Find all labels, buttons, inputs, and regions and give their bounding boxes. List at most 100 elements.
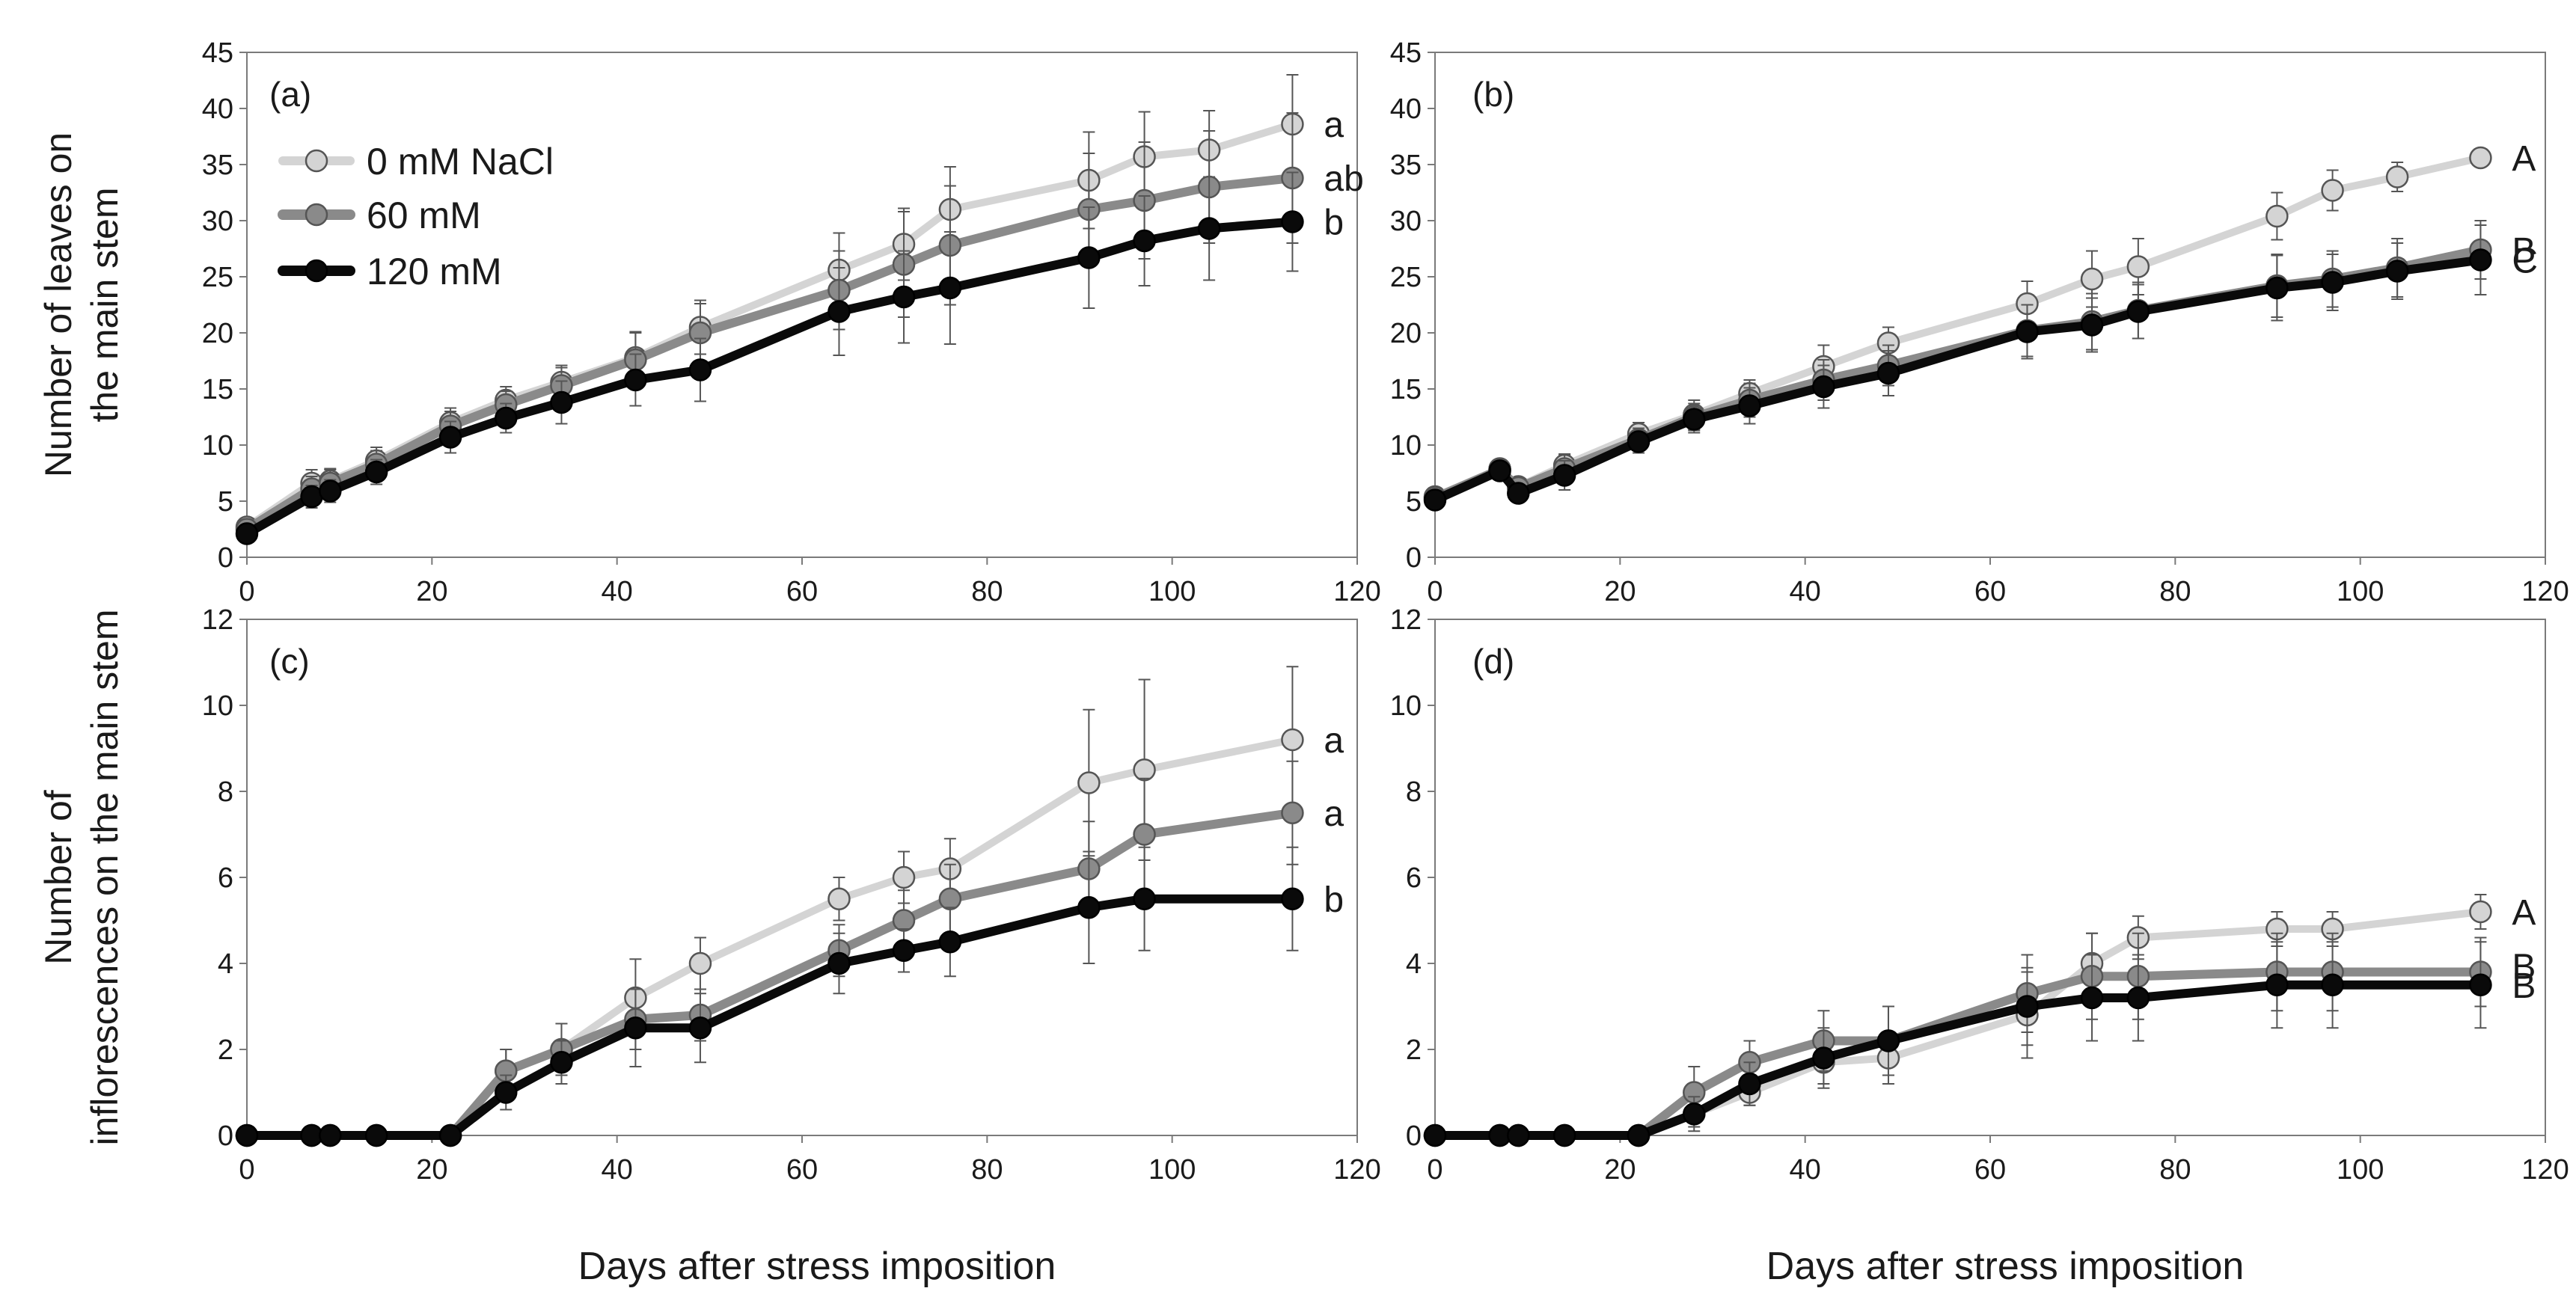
y-tick-label: 5 (218, 486, 233, 518)
panel-b: 0 5 10 15 20 25 30 35 40 45 0 20 40 60 80 100 120 (b) A BC (1390, 37, 2569, 607)
data-point (2080, 267, 2104, 291)
data-point (495, 406, 518, 430)
data-point (1077, 246, 1101, 269)
y-tick-label: 10 (1390, 430, 1422, 462)
legend-swatch-marker (305, 259, 328, 283)
data-point (892, 909, 916, 932)
data-point (2016, 320, 2039, 343)
series-1: B (1423, 932, 2536, 1147)
y-tick-label: 5 (1406, 486, 1422, 518)
data-point (624, 368, 647, 392)
data-point (1683, 408, 1706, 431)
data-point (2266, 973, 2289, 996)
data-point (2385, 165, 2409, 188)
y-tick-label: 40 (202, 93, 233, 125)
y-tick-label: 15 (202, 374, 233, 405)
y-tick-label: 10 (202, 690, 233, 722)
data-point (2126, 300, 2150, 323)
data-point (938, 276, 962, 300)
series-line (243, 120, 1297, 531)
series-line (242, 174, 1297, 534)
data-point (2266, 204, 2289, 228)
y-tick-label: 0 (1406, 542, 1422, 574)
data-point (319, 479, 342, 503)
data-point (2080, 313, 2104, 337)
significance-letter: a (1324, 105, 1344, 145)
y-tick-label: 6 (218, 862, 233, 894)
x-tick-label: 60 (1974, 1154, 2006, 1186)
data-point (1133, 887, 1156, 910)
x-tick-label: 40 (1790, 1154, 1821, 1186)
data-point (892, 865, 916, 889)
data-point (2321, 271, 2344, 294)
data-point (2321, 973, 2344, 996)
data-point (2385, 260, 2409, 283)
data-point (319, 1123, 342, 1147)
y-tick-label: 0 (1406, 1120, 1422, 1152)
x-tick-label: 80 (971, 576, 1003, 607)
data-point (938, 887, 962, 910)
series-2: b (235, 846, 1344, 1147)
data-point (2266, 276, 2289, 300)
plot-frame (246, 619, 1358, 1136)
series-2: B (1423, 941, 2536, 1147)
data-point (1133, 758, 1156, 782)
x-tick-label: 80 (2159, 1154, 2191, 1186)
data-point (1281, 887, 1304, 910)
data-point (1423, 488, 1447, 512)
data-point (2469, 146, 2492, 170)
legend: 0 mM NaCl 60 mM 120 mM (278, 141, 554, 292)
y-tick-label: 0 (218, 1120, 233, 1152)
data-point (1627, 430, 1650, 453)
x-tick-label: 100 (1148, 576, 1196, 607)
significance-letter: a (1324, 794, 1344, 834)
series-2: b (235, 171, 1344, 545)
x-tick-label: 100 (2337, 576, 2384, 607)
data-point (892, 285, 916, 309)
y-tick-label: 10 (1390, 690, 1422, 722)
y-axis-label-line: the main stem (84, 187, 126, 422)
legend-swatch-marker (305, 203, 328, 227)
x-tick-label: 0 (1427, 1154, 1443, 1186)
data-point (2016, 995, 2039, 1018)
series-line (1431, 967, 2485, 1140)
x-tick-label: 100 (2337, 1154, 2384, 1186)
y-tick-label: 12 (202, 604, 233, 636)
y-tick-label: 25 (1390, 262, 1422, 293)
data-point (1133, 823, 1156, 846)
y-tick-label: 4 (1406, 948, 1422, 980)
x-tick-label: 120 (1333, 576, 1380, 607)
data-point (1488, 459, 1511, 482)
y-tick-label: 10 (202, 430, 233, 462)
data-point (1812, 375, 1835, 399)
x-tick-label: 0 (239, 576, 254, 607)
data-point (1281, 801, 1304, 824)
y-tick-label: 20 (1390, 318, 1422, 349)
legend-label: 120 mM (367, 251, 502, 292)
data-point (1077, 771, 1101, 794)
y-axis-label-line: Number of leaves on (37, 132, 79, 477)
y-tick-label: 2 (1406, 1034, 1422, 1066)
data-point (1281, 210, 1304, 233)
significance-letter: ab (1324, 159, 1363, 199)
data-point (550, 390, 573, 414)
legend-label: 60 mM (367, 194, 481, 236)
series-0: a (235, 666, 1344, 1147)
significance-letter: A (2512, 893, 2536, 933)
significance-letter: b (1324, 203, 1344, 243)
data-point (1552, 1123, 1576, 1147)
y-tick-label: 0 (218, 542, 233, 574)
data-point (2126, 986, 2150, 1010)
series-line (1431, 154, 2485, 500)
panel-label: (b) (1472, 75, 1514, 114)
x-axis-label: Days after stress imposition (1766, 1245, 2245, 1288)
data-point (2080, 986, 2104, 1010)
plot-frame (1434, 619, 2546, 1136)
x-tick-label: 120 (2521, 1154, 2569, 1186)
x-tick-label: 40 (602, 1154, 633, 1186)
data-point (1876, 361, 1900, 385)
plot-frame (1434, 52, 2546, 558)
y-axis-label: Number of leaves on the main stem (37, 132, 126, 477)
